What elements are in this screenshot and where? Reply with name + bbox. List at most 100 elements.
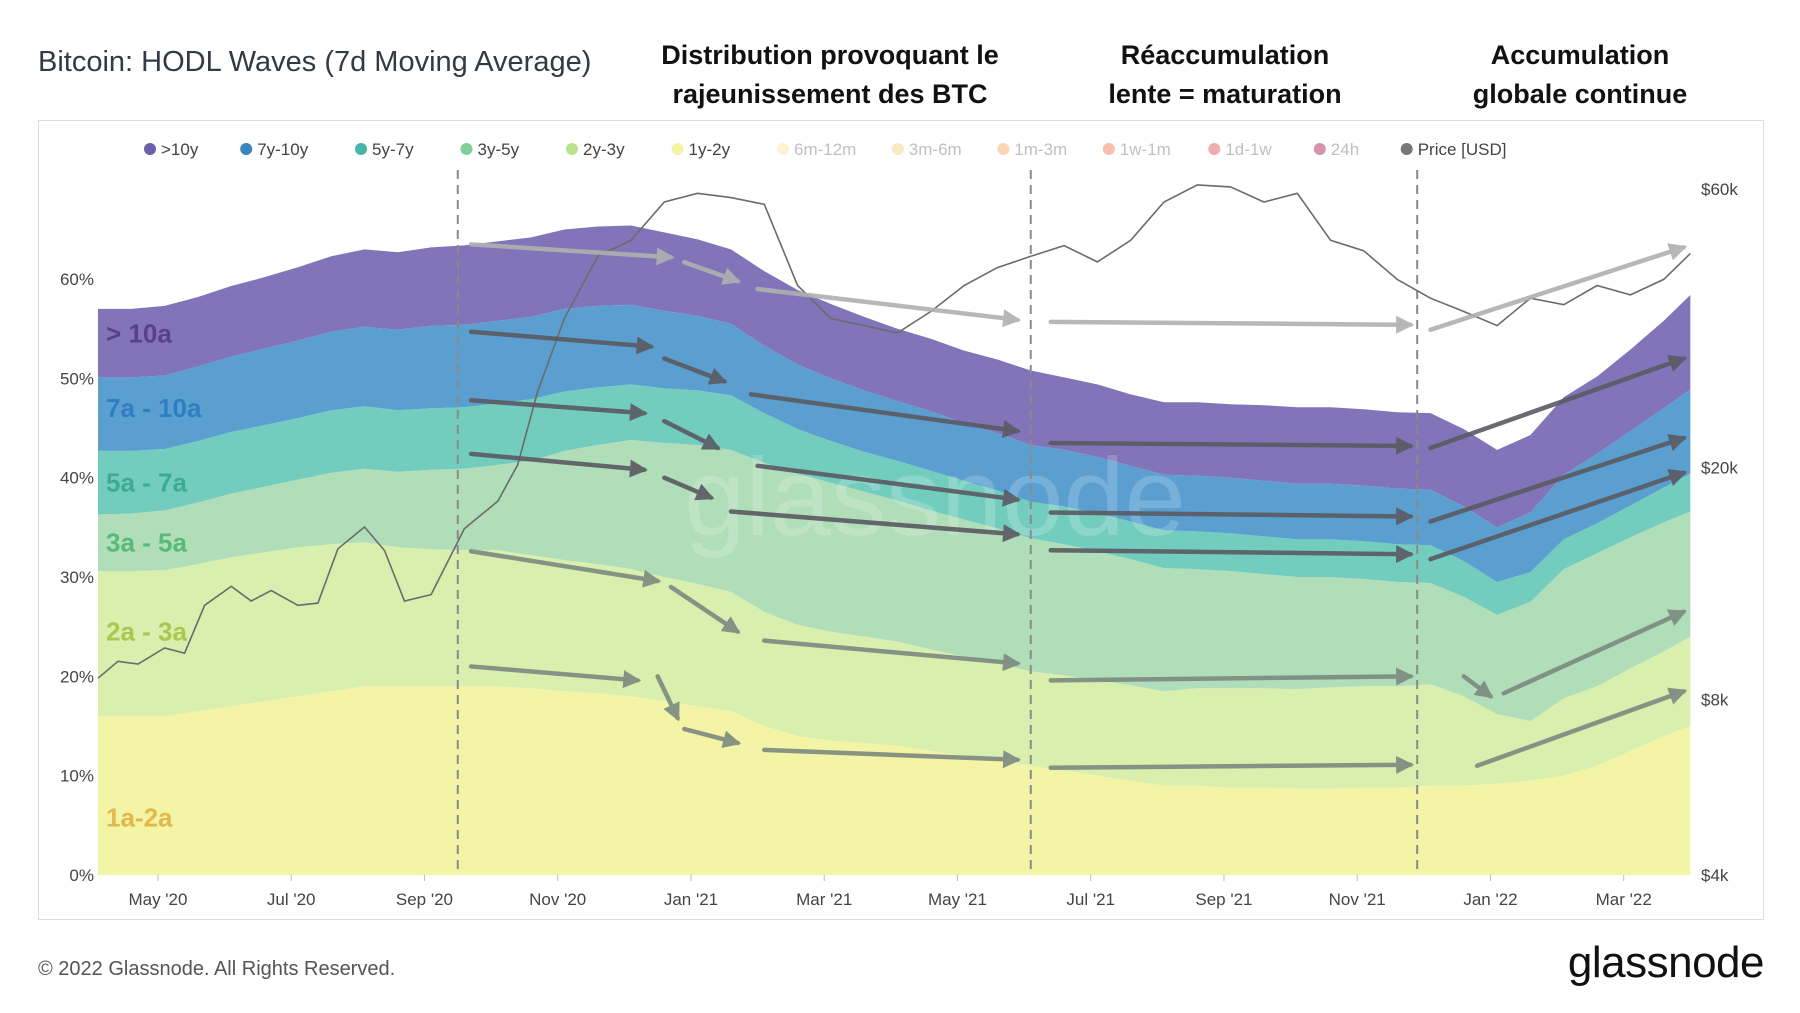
watermark-text: glassnode: [684, 436, 1186, 559]
band-label: 2a - 3a: [106, 617, 187, 647]
band-label: 1a-2a: [106, 802, 173, 832]
area-1y-2y: [98, 686, 1691, 875]
y-right-tick-label: $60k: [1701, 180, 1738, 199]
trend-arrow: [1048, 545, 1415, 564]
trend-arrow: [668, 584, 741, 634]
trend-arrow: [468, 398, 648, 422]
area-5y-7y: [98, 384, 1691, 615]
y-left-tick-label: 60%: [60, 270, 94, 289]
annotation-accumulation: Accumulation globale continue: [1440, 36, 1720, 114]
y-right-tick-label: $4k: [1701, 866, 1729, 885]
trend-arrow: [1428, 433, 1688, 524]
legend-label: 1m-3m: [1014, 140, 1067, 159]
x-tick-label: Mar '21: [796, 890, 852, 909]
trend-arrows: [468, 242, 1688, 774]
y-left-tick-label: 10%: [60, 767, 94, 786]
annotation-line: Réaccumulation: [1120, 40, 1330, 70]
x-tick-label: Jan '22: [1463, 890, 1517, 909]
legend-label: 1y-2y: [689, 140, 731, 159]
trend-arrow: [1048, 436, 1415, 455]
legend-swatch: [671, 143, 684, 155]
trend-arrow: [468, 242, 675, 266]
legend-swatch: [1313, 143, 1326, 155]
price-line-group: [97, 184, 1691, 679]
legend-label: >10y: [161, 140, 199, 159]
trend-arrow: [755, 463, 1021, 507]
legend-label: 1d-1w: [1225, 140, 1272, 159]
legend-swatch: [1102, 143, 1115, 155]
annotation-distribution: Distribution provoquant le rajeunissemen…: [660, 36, 1000, 114]
x-tick-label: May '21: [928, 890, 987, 909]
x-axis: May '20 Jul '20 Sep '20 Nov '20 Jan '21 Mar '…: [128, 875, 1652, 909]
area-2y-3y: [98, 542, 1691, 789]
legend-swatch: [355, 143, 367, 155]
trend-arrow: [662, 475, 715, 501]
price-line: [97, 184, 1691, 679]
x-tick-label: Sep '21: [1195, 890, 1252, 909]
band-label: 3a - 5a: [106, 527, 187, 557]
x-tick-label: Nov '20: [529, 890, 586, 909]
chart-title: Bitcoin: HODL Waves (7d Moving Average): [38, 46, 592, 78]
x-tick-label: Mar '22: [1596, 890, 1652, 909]
legend-swatch: [566, 143, 578, 155]
trend-arrow: [662, 418, 721, 451]
trend-arrow: [1461, 674, 1494, 699]
legend-swatch: [1208, 143, 1221, 155]
right-axis: $4k $8k $20k $60k: [1701, 180, 1738, 885]
annotation-line: rajeunissement des BTC: [672, 79, 988, 109]
trend-arrow: [762, 747, 1022, 769]
trend-arrow: [1048, 667, 1415, 686]
x-tick-label: Nov '21: [1329, 890, 1386, 909]
copyright-text: © 2022 Glassnode. All Rights Reserved.: [38, 958, 396, 980]
brand-logo-text: glassnode: [1567, 938, 1765, 987]
trend-arrow: [468, 451, 648, 478]
chart-frame: [38, 120, 1764, 920]
band-labels: > 10a 7a - 10a 5a - 7a 3a - 5a 2a - 3a 1a-2a: [106, 319, 202, 833]
trend-arrow: [755, 286, 1021, 328]
legend-label: 7y-10y: [257, 140, 309, 159]
x-tick-label: Sep '20: [396, 890, 453, 909]
legend-swatch: [1400, 143, 1413, 155]
y-right-tick-label: $20k: [1701, 458, 1738, 477]
y-right-tick-label: $8k: [1701, 690, 1729, 709]
legend-label: 6m-12m: [794, 140, 856, 159]
legend-swatch: [997, 143, 1010, 155]
band-label: > 10a: [106, 319, 172, 349]
trend-arrow: [1428, 468, 1688, 562]
trend-arrow: [1048, 315, 1415, 334]
trend-arrow: [1428, 243, 1688, 333]
legend-swatch: [240, 143, 253, 155]
trend-arrow: [1048, 755, 1415, 774]
trend-arrow: [682, 726, 742, 748]
trend-arrow: [1428, 354, 1688, 451]
y-left-tick-label: 40%: [60, 469, 94, 488]
trend-arrow: [1474, 687, 1688, 769]
legend-label: 3m-6m: [909, 140, 962, 159]
trend-arrow: [728, 509, 1022, 543]
annotation-reaccumulation: Réaccumulation lente = maturation: [1095, 36, 1355, 114]
x-tick-label: Jul '21: [1066, 890, 1115, 909]
annotation-line: lente = maturation: [1108, 79, 1342, 109]
area-3y-5y: [98, 440, 1691, 722]
legend-swatch: [891, 143, 904, 155]
x-tick-label: Jan '21: [664, 890, 718, 909]
annotation-line: globale continue: [1472, 79, 1688, 109]
phase-divider-lines: [456, 170, 1419, 875]
left-axis: 0% 10% 20% 30% 40% 50% 60%: [60, 270, 94, 885]
trend-arrow: [655, 674, 680, 722]
legend-label: 5y-7y: [372, 140, 414, 159]
area--10y: [98, 225, 1691, 528]
annotation-line: Accumulation: [1490, 40, 1670, 70]
trend-arrow: [748, 392, 1021, 439]
legend-swatch: [460, 143, 473, 155]
legend-label: 24h: [1331, 140, 1359, 159]
trend-arrow: [682, 259, 741, 285]
legend-swatch: [144, 143, 156, 155]
band-label: 7a - 10a: [106, 393, 202, 423]
y-left-tick-label: 50%: [60, 369, 94, 388]
band-label: 5a - 7a: [106, 468, 187, 498]
area-series-group: [98, 225, 1691, 875]
legend-label: 1w-1m: [1120, 140, 1171, 159]
legend-swatch: [777, 143, 789, 155]
